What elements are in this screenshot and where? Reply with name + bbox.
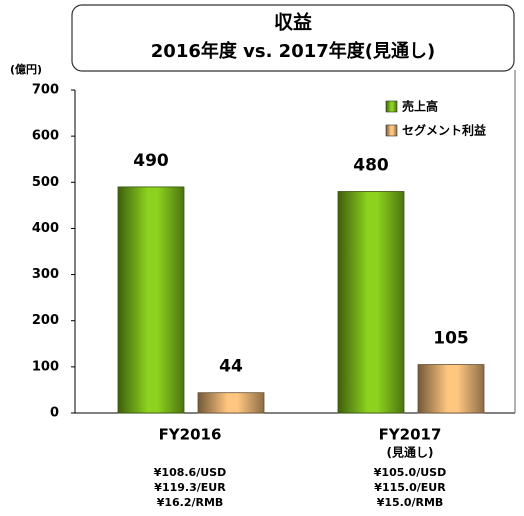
fx-note: ¥15.0/RMB [377,496,444,509]
bar [197,392,265,414]
data-label: 44 [219,357,243,377]
bar [337,191,405,414]
y-tick-label: 300 [32,267,59,282]
fx-note: ¥16.2/RMB [157,496,224,509]
y-tick-label: 100 [32,359,59,374]
y-tick-label: 700 [32,83,59,98]
chart-title: 収益 [274,11,312,34]
x-tick-label: FY2017 [379,426,442,444]
y-tick-label: 600 [32,129,59,144]
fx-note: ¥119.3/EUR [154,481,226,494]
data-label: 490 [133,151,169,171]
y-tick-label: 500 [32,175,59,190]
legend-label: セグメント利益 [402,123,486,138]
category-note: (見通し) [387,445,434,460]
data-label: 480 [353,156,389,176]
fx-note: ¥115.0/EUR [374,481,446,494]
x-tick-label: FY2016 [159,426,222,444]
bar [417,364,485,414]
y-tick-label: 200 [32,313,59,328]
chart-subtitle: 2016年度 vs. 2017年度(見通し) [151,40,435,62]
bar [117,186,185,414]
title-box [71,4,515,72]
legend-swatch [385,124,398,137]
legend-label: 売上高 [402,99,438,114]
data-label: 105 [433,329,469,349]
y-tick-label: 0 [50,406,59,421]
y-axis-label: (億円) [10,62,42,76]
fx-note: ¥108.6/USD [154,466,226,479]
y-tick-label: 400 [32,221,59,236]
fx-note: ¥105.0/USD [374,466,446,479]
legend-swatch [385,100,398,113]
